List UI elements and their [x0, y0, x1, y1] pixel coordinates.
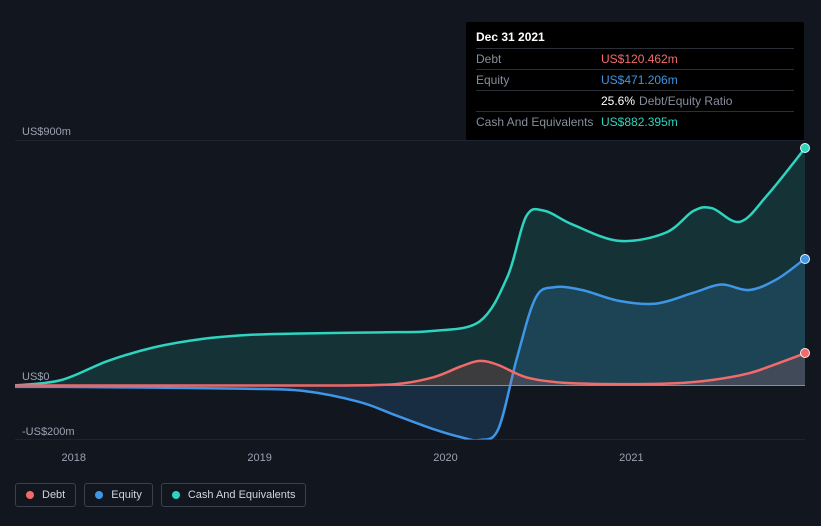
tooltip-label: Equity: [476, 73, 601, 87]
y-axis-label: US$900m: [22, 126, 71, 138]
tooltip-row: Cash And EquivalentsUS$882.395m: [476, 111, 794, 132]
tooltip-date: Dec 31 2021: [476, 30, 794, 48]
tooltip-row: DebtUS$120.462m: [476, 48, 794, 69]
tooltip: Dec 31 2021 DebtUS$120.462mEquityUS$471.…: [466, 22, 804, 140]
tooltip-sublabel: Debt/Equity Ratio: [639, 94, 732, 108]
series-end-marker: [800, 143, 810, 153]
tooltip-value: US$120.462m: [601, 52, 678, 66]
legend-dot-icon: [26, 491, 34, 499]
tooltip-row: 25.6% Debt/Equity Ratio: [476, 90, 794, 111]
tooltip-row: EquityUS$471.206m: [476, 69, 794, 90]
legend-label: Equity: [111, 489, 142, 501]
series-end-marker: [800, 348, 810, 358]
legend-item[interactable]: Cash And Equivalents: [161, 483, 307, 507]
tooltip-label: Debt: [476, 52, 601, 66]
series-end-marker: [800, 254, 810, 264]
chart-plot[interactable]: [15, 140, 805, 440]
legend-item[interactable]: Equity: [84, 483, 153, 507]
legend-label: Cash And Equivalents: [188, 489, 296, 501]
legend: Debt Equity Cash And Equivalents: [15, 483, 306, 507]
tooltip-label: Cash And Equivalents: [476, 115, 601, 129]
legend-dot-icon: [172, 491, 180, 499]
x-axis-label: 2021: [619, 452, 643, 464]
tooltip-label: [476, 94, 601, 108]
x-axis-label: 2020: [433, 452, 457, 464]
legend-dot-icon: [95, 491, 103, 499]
x-axis-label: 2018: [61, 452, 85, 464]
legend-label: Debt: [42, 489, 65, 501]
tooltip-value: 25.6%: [601, 94, 635, 108]
x-axis-label: 2019: [247, 452, 271, 464]
tooltip-value: US$471.206m: [601, 73, 678, 87]
tooltip-value: US$882.395m: [601, 115, 678, 129]
legend-item[interactable]: Debt: [15, 483, 76, 507]
financials-chart: Dec 31 2021 DebtUS$120.462mEquityUS$471.…: [0, 0, 821, 526]
